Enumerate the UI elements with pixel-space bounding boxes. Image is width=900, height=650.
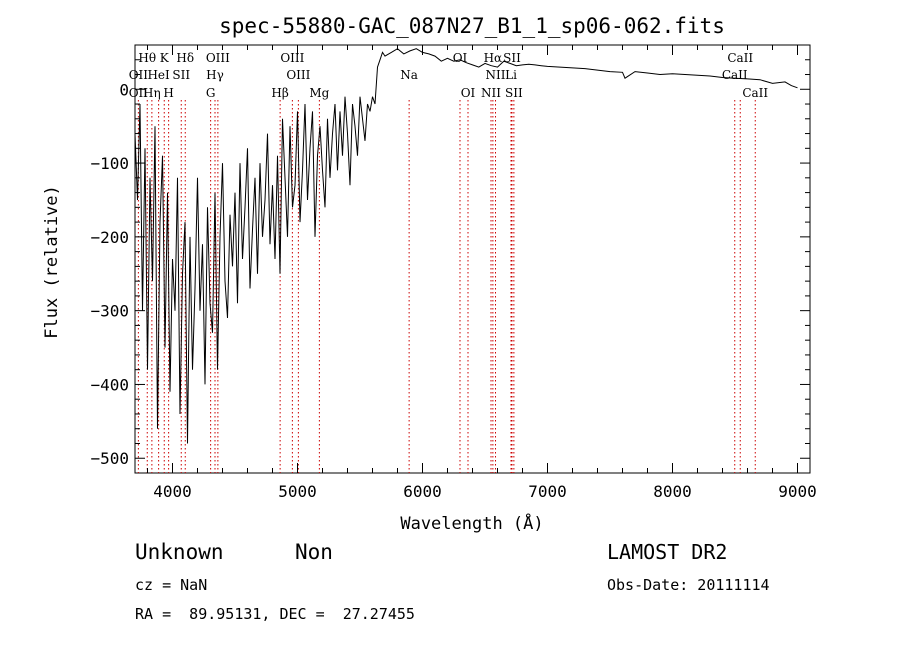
line-label: Na xyxy=(400,68,418,82)
x-axis: 4000 5000 6000 7000 8000 9000 xyxy=(147,45,817,501)
x-tick-label: 7000 xyxy=(528,482,567,501)
line-label: CaII xyxy=(722,68,748,82)
y-axis: 0 −100 −200 −300 −400 −500 xyxy=(90,59,810,468)
y-tick-label: −500 xyxy=(90,449,129,468)
ra-dec-coordinates: RA = 89.95131, DEC = 27.27455 xyxy=(135,605,415,623)
y-tick-label: −200 xyxy=(90,228,129,247)
survey-name: LAMOST DR2 xyxy=(607,540,728,564)
redshift-value: cz = NaN xyxy=(135,576,208,594)
y-axis-label: Flux (relative) xyxy=(42,185,62,339)
line-label: Hγ xyxy=(206,68,224,82)
spectrum-series xyxy=(134,48,798,444)
line-label: SII xyxy=(503,51,521,65)
line-label: K xyxy=(160,51,170,65)
object-subclass: Non xyxy=(295,540,333,564)
y-tick-label: −100 xyxy=(90,154,129,173)
y-tick-label: −400 xyxy=(90,375,129,394)
line-label: OIII xyxy=(280,51,304,65)
line-label: Hθ xyxy=(138,51,156,65)
line-label: G xyxy=(206,86,216,100)
line-label: CaII xyxy=(727,51,753,65)
line-label: Mg xyxy=(309,86,329,100)
line-label: SII xyxy=(505,86,523,100)
x-tick-label: 9000 xyxy=(778,482,817,501)
x-tick-label: 5000 xyxy=(278,482,317,501)
line-label: OI xyxy=(453,51,468,65)
line-label: NII xyxy=(486,68,506,82)
line-label: Hη xyxy=(143,86,161,100)
line-label: H xyxy=(163,86,173,100)
x-tick-label: 4000 xyxy=(153,482,192,501)
observation-date: Obs-Date: 20111114 xyxy=(607,576,770,594)
chart-title: spec-55880-GAC_087N27_B1_1_sp06-062.fits xyxy=(219,14,725,38)
x-tick-label: 6000 xyxy=(403,482,442,501)
x-tick-label: 8000 xyxy=(653,482,692,501)
spectrum-line xyxy=(134,48,798,444)
y-tick-label: 0 xyxy=(119,80,129,99)
line-label: OIII xyxy=(286,68,310,82)
line-label: Hα xyxy=(484,51,503,65)
line-label: HeI xyxy=(147,68,170,82)
line-label: SII xyxy=(172,68,190,82)
line-label: Hβ xyxy=(271,86,288,100)
line-label: Li xyxy=(505,68,517,82)
x-axis-label: Wavelength (Å) xyxy=(400,512,543,534)
line-label: NII xyxy=(481,86,501,100)
line-label: OIII xyxy=(206,51,230,65)
spectral-line-markers xyxy=(137,100,756,473)
object-class: Unknown xyxy=(135,540,224,564)
line-label: CaII xyxy=(742,86,768,100)
line-label: OI xyxy=(461,86,476,100)
y-tick-label: −300 xyxy=(90,302,129,321)
line-label: Hδ xyxy=(176,51,194,65)
